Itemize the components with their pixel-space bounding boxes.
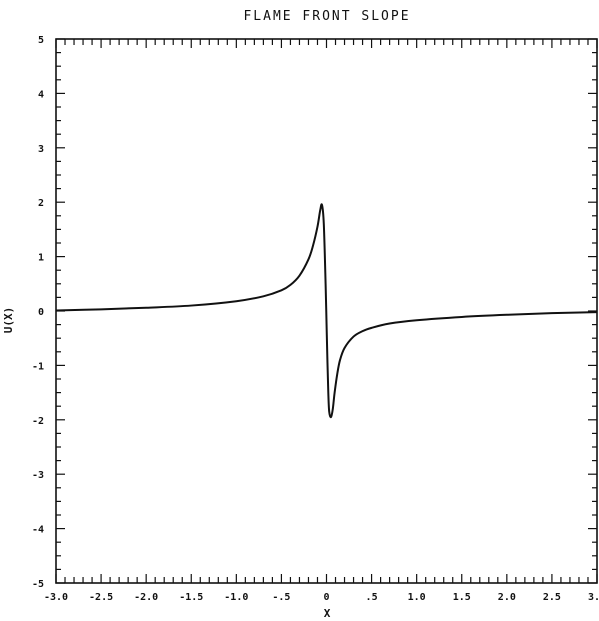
- x-axis-label: X: [324, 607, 331, 620]
- series-line: [55, 203, 598, 419]
- x-tick-label: 0: [323, 592, 329, 603]
- x-tick-label: -3.0: [44, 592, 68, 603]
- x-tick-label: 2.0: [498, 592, 516, 603]
- minor-ticks: [55, 38, 598, 584]
- x-tick-label: 1.0: [408, 592, 426, 603]
- x-tick-label: -2.5: [89, 592, 113, 603]
- x-tick-label: -.5: [272, 592, 290, 603]
- y-tick-label: 2: [38, 198, 44, 209]
- x-tick-label: -1.5: [179, 592, 203, 603]
- y-tick-label: -2: [32, 416, 44, 427]
- y-tick-label: -1: [32, 361, 44, 372]
- x-tick-label: -1.0: [224, 592, 248, 603]
- chart-title: FLAME FRONT SLOPE: [243, 9, 410, 24]
- y-tick-label: -4: [32, 525, 44, 536]
- x-tick-label: .5: [366, 592, 378, 603]
- x-tick-label: -2.0: [134, 592, 158, 603]
- y-tick-label: -5: [32, 579, 44, 590]
- y-tick-label: 5: [38, 35, 44, 46]
- y-tick-label: 3: [38, 144, 44, 155]
- x-axis-ticks: -3.0 -2.5 -2.0 -1.5 -1.0 -.5 0 .5 1.0 1.5 2.0 2.5 3.…: [44, 592, 599, 603]
- y-tick-label: -3: [32, 470, 44, 481]
- series-layer: [55, 203, 598, 419]
- y-tick-label: 4: [38, 89, 44, 100]
- y-axis-ticks: -5 -4 -3 -2 -1 0 1 2 3 4 5: [32, 35, 44, 590]
- x-tick-label: 1.5: [453, 592, 471, 603]
- x-tick-label: 2.5: [543, 592, 561, 603]
- y-axis-label: U(X): [2, 307, 15, 334]
- y-tick-label: 0: [38, 307, 44, 318]
- y-tick-label: 1: [38, 253, 44, 264]
- x-tick-label: 3.0: [588, 592, 599, 603]
